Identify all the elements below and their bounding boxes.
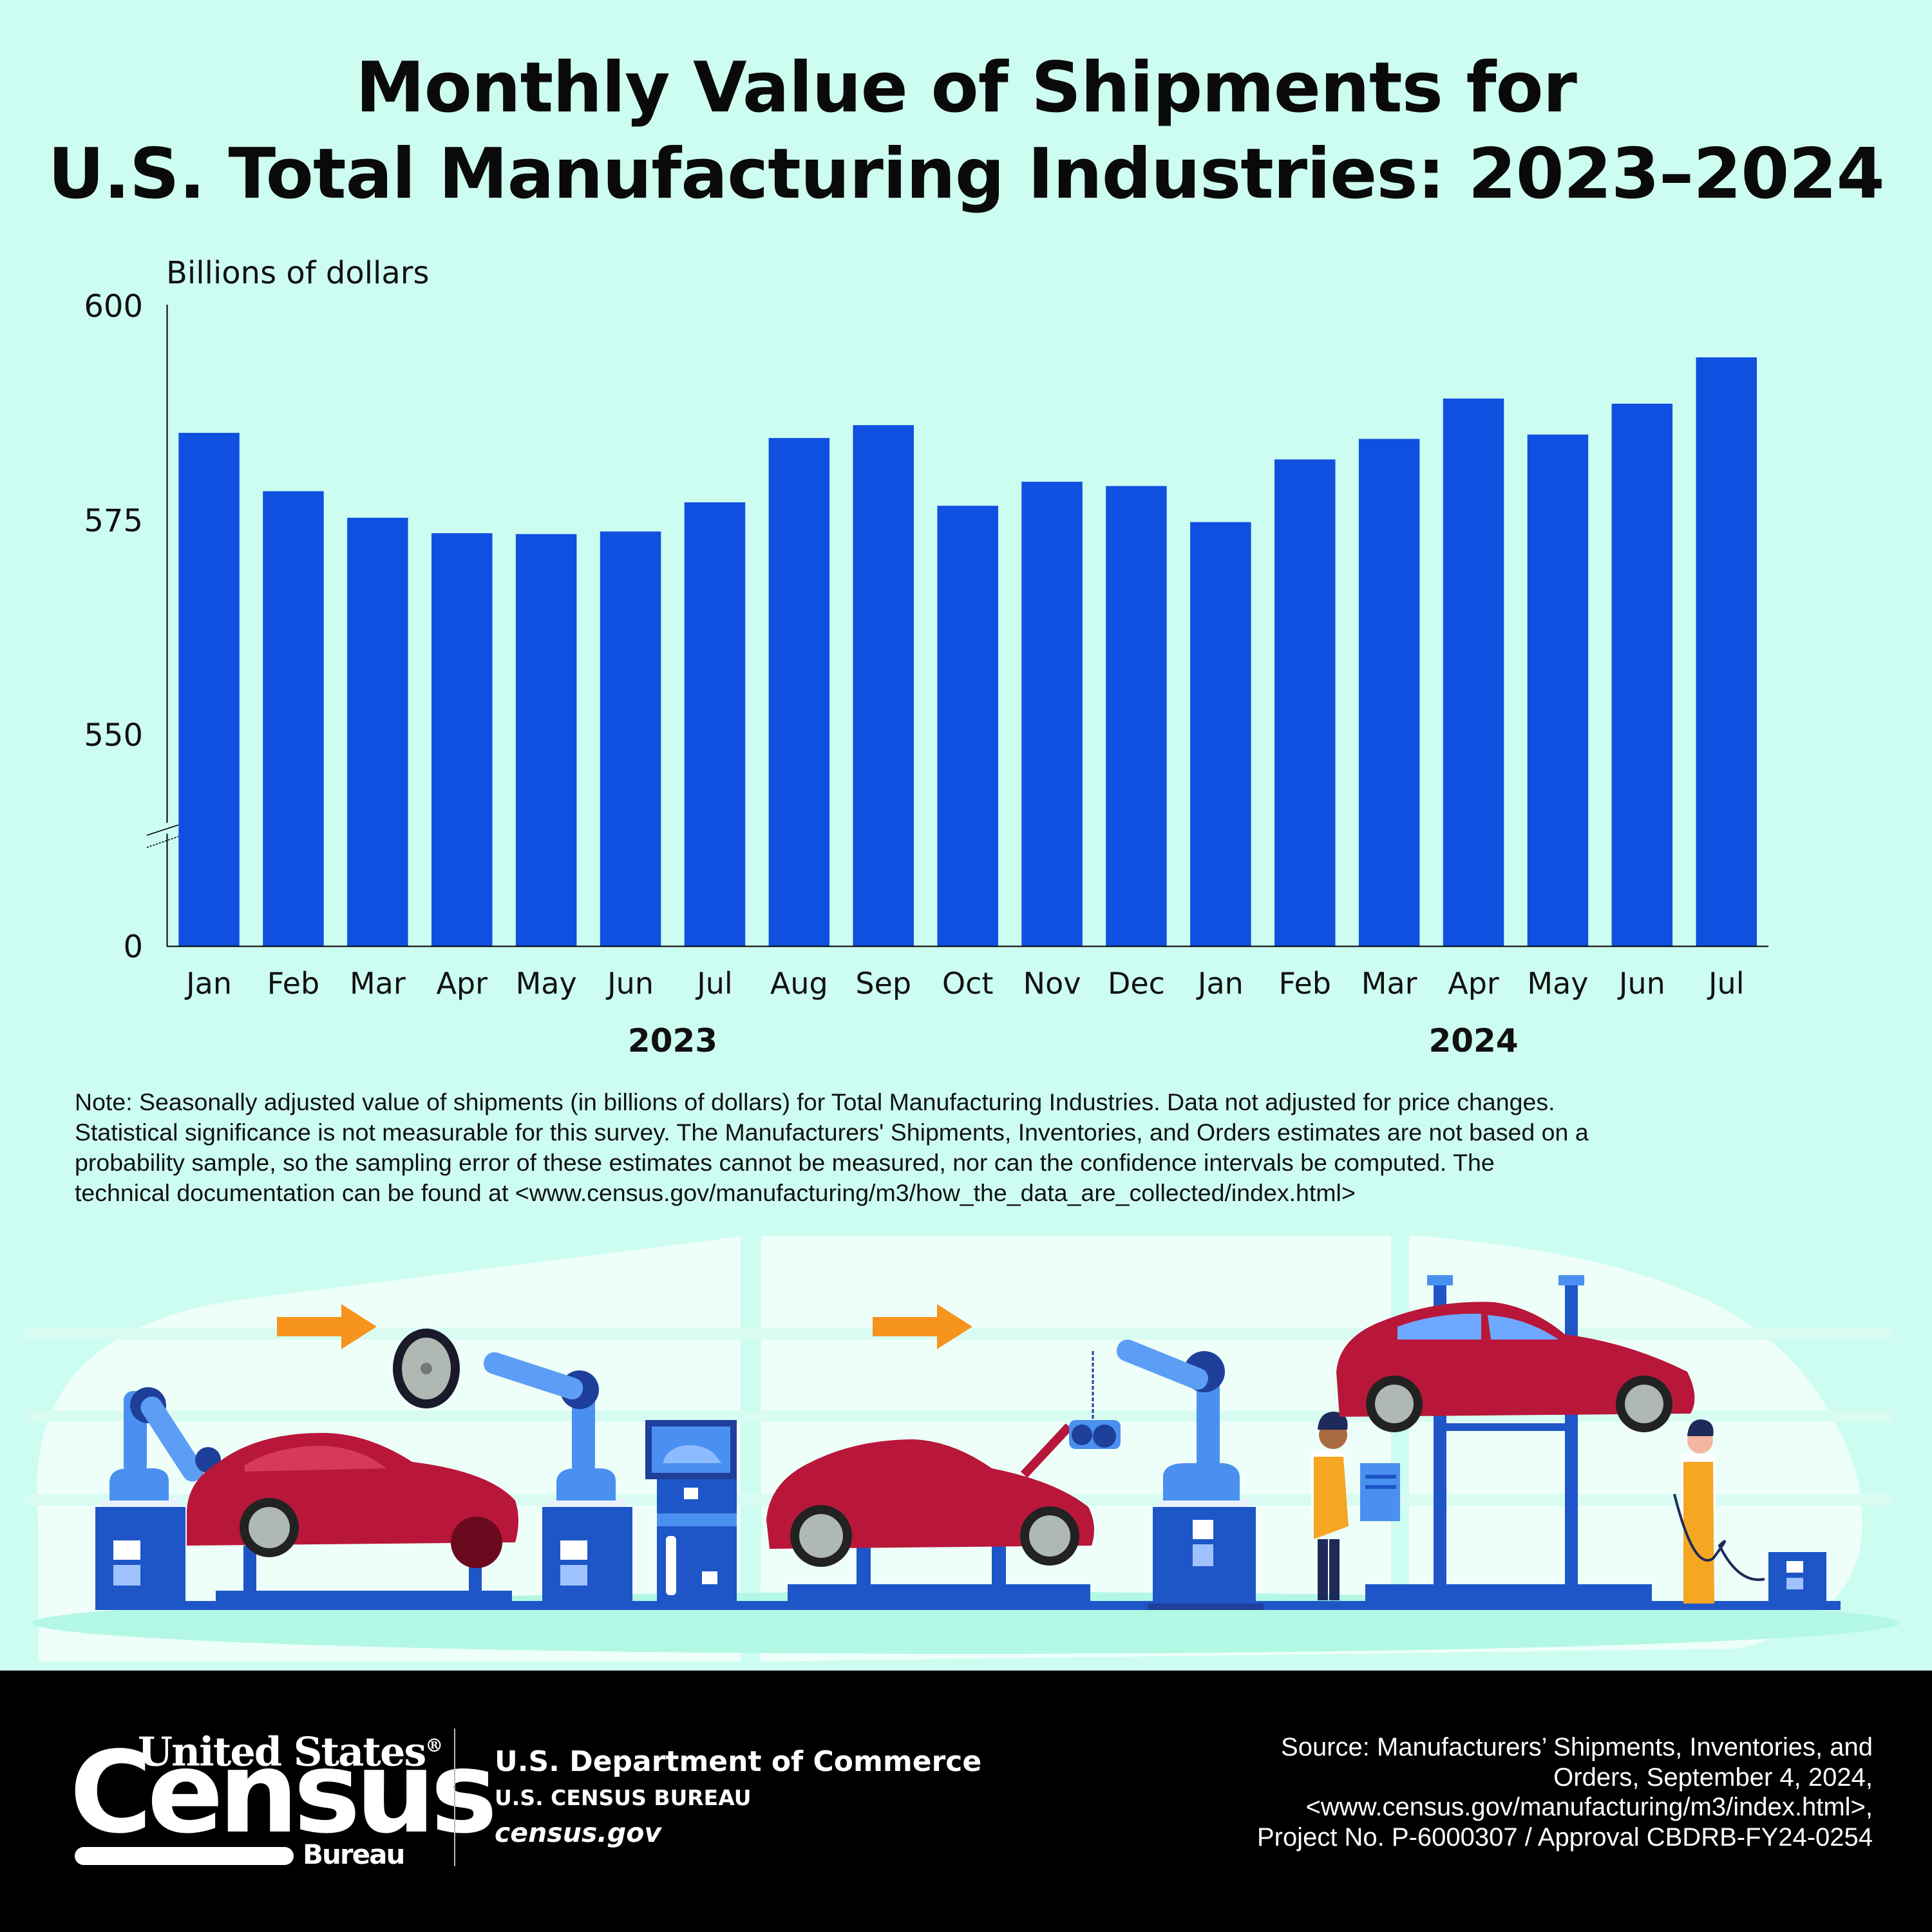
bar [1106, 486, 1167, 947]
x-axis-labels: Jan Feb Mar Apr May Jun Jul Aug Sep Oct Nov Dec Jan F… [184, 966, 1744, 1001]
bar [600, 531, 661, 947]
bar [937, 506, 998, 947]
x-tick-label: May [516, 966, 577, 1001]
charging-station-icon [1768, 1552, 1826, 1604]
bar [853, 425, 914, 947]
bureau-name: U.S. CENSUS BUREAU [495, 1785, 752, 1810]
bar [1443, 398, 1504, 947]
bar [1190, 522, 1251, 947]
x-tick-label: Jan [1196, 966, 1244, 1001]
y-tick-label: 550 [84, 717, 143, 753]
website-link[interactable]: census.gov [495, 1817, 662, 1848]
source-line: Orders, September 4, 2024, [1553, 1763, 1873, 1792]
y-tick-label: 575 [84, 503, 143, 539]
x-tick-label: May [1527, 966, 1588, 1001]
census-logo-main: Census [70, 1728, 498, 1859]
x-tick-label: Nov [1023, 966, 1081, 1001]
car-lift-icon [1365, 1275, 1652, 1610]
y-tick-label: 0 [123, 929, 143, 965]
car-icon [766, 1423, 1094, 1610]
source-citation: Source: Manufacturers’ Shipments, Invent… [1257, 1732, 1873, 1852]
note-line: Note: Seasonally adjusted value of shipm… [75, 1088, 1555, 1115]
footer [0, 1671, 1932, 1932]
bar [684, 502, 746, 947]
car-icon [1336, 1302, 1695, 1432]
x-tick-label: Dec [1108, 966, 1165, 1001]
bar [1274, 459, 1336, 947]
census-logo-bureau: Bureau [303, 1839, 405, 1870]
x-tick-label: Mar [350, 966, 406, 1001]
chart-title-line-2: U.S. Total Manufacturing Industries: 202… [48, 134, 1884, 214]
year-label: 2024 [1428, 1022, 1518, 1059]
bar [431, 533, 493, 947]
x-tick-label: Jun [605, 966, 654, 1001]
chart-note: Note: Seasonally adjusted value of shipm… [75, 1087, 1878, 1208]
chart-title: Monthly Value of Shipments for U.S. Tota… [0, 45, 1932, 218]
year-labels: 2023 2024 [628, 1022, 1519, 1059]
bar [263, 491, 324, 947]
y-axis-ticks: 0 550 575 600 [84, 289, 143, 965]
robot-arm-icon [1092, 1339, 1264, 1610]
source-line: <www.census.gov/manufacturing/m3/index.h… [1305, 1793, 1873, 1821]
source-line: Source: Manufacturers’ Shipments, Invent… [1281, 1733, 1873, 1761]
x-tick-label: Mar [1361, 966, 1417, 1001]
x-tick-label: Oct [942, 966, 994, 1001]
worker-icon [1673, 1419, 1765, 1604]
x-tick-label: Jul [695, 966, 733, 1001]
bar [1696, 357, 1757, 947]
x-tick-label: Jul [1707, 966, 1745, 1001]
arrow-right-icon [873, 1304, 972, 1349]
x-tick-label: Jun [1617, 966, 1665, 1001]
bar [515, 534, 577, 947]
x-tick-label: Apr [436, 966, 488, 1001]
y-axis-break-icon [145, 819, 180, 848]
bars-group [178, 357, 1757, 947]
bar [1358, 439, 1420, 947]
bar [768, 438, 830, 947]
bar [1611, 403, 1673, 947]
note-line: technical documentation can be found at … [75, 1179, 1356, 1206]
worker-icon [1311, 1412, 1349, 1600]
census-logo-top: United States® [138, 1723, 443, 1776]
factory-illustration [26, 1224, 1900, 1662]
bar [178, 433, 240, 947]
monitor-icon [645, 1420, 737, 1605]
note-line: Statistical significance is not measurab… [75, 1119, 1589, 1146]
logo-text-united-states: United States [138, 1728, 426, 1776]
robot-arm-icon [95, 1387, 221, 1610]
x-tick-label: Feb [1279, 966, 1331, 1001]
footer-divider [454, 1728, 455, 1866]
x-tick-label: Feb [267, 966, 319, 1001]
note-line: probability sample, so the sampling erro… [75, 1149, 1495, 1176]
robot-arm-icon [483, 1352, 632, 1610]
x-tick-label: Aug [770, 966, 828, 1001]
arrow-right-icon [277, 1304, 377, 1349]
registered-mark: ® [425, 1735, 443, 1756]
bar [347, 518, 408, 947]
y-tick-label: 600 [84, 289, 143, 325]
chart-title-line-1: Monthly Value of Shipments for [355, 48, 1577, 128]
year-label: 2023 [628, 1022, 717, 1059]
department-name: U.S. Department of Commerce [495, 1745, 982, 1778]
x-tick-label: Sep [855, 966, 911, 1001]
control-panel-icon [1360, 1463, 1400, 1521]
engine-icon [1069, 1420, 1121, 1449]
y-axis-label: Billions of dollars [166, 255, 430, 291]
x-tick-label: Apr [1448, 966, 1499, 1001]
source-line: Project No. P-6000307 / Approval CBDRB-F… [1256, 1823, 1873, 1852]
census-logo-bar [75, 1847, 294, 1865]
car-icon [187, 1433, 518, 1610]
wheel-icon [393, 1329, 460, 1408]
bar-chart: Billions of dollars 0 550 575 600 Jan Feb Mar… [84, 255, 1768, 1059]
x-tick-label: Jan [184, 966, 232, 1001]
bar [1527, 434, 1589, 947]
bar [1021, 482, 1083, 947]
